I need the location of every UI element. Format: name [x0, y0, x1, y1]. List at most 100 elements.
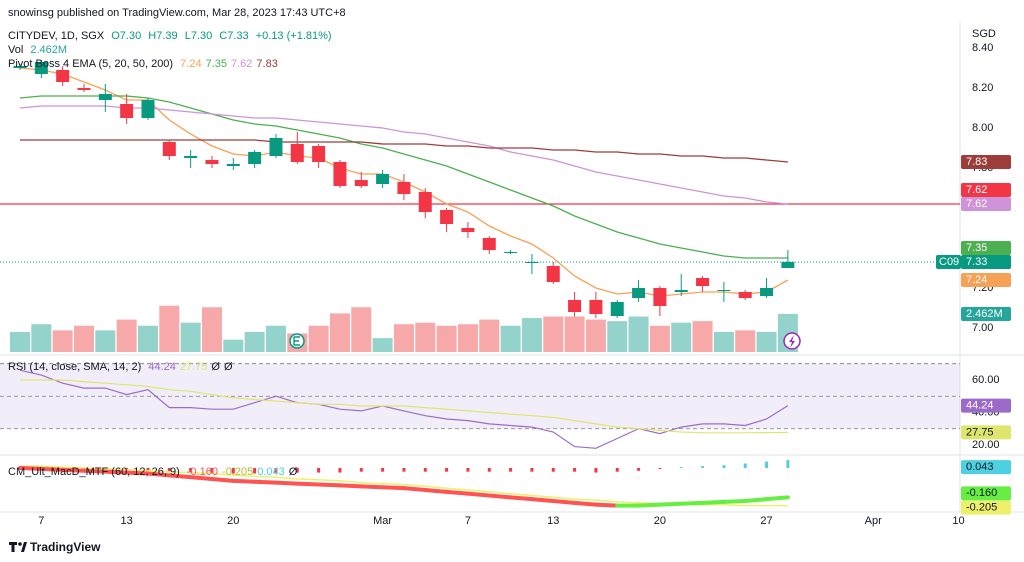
- x-tick-label: 20: [654, 515, 666, 527]
- macd-segment: [551, 499, 577, 505]
- macd-segment: [273, 480, 300, 486]
- open-value: O7.30: [111, 30, 142, 42]
- candle-body: [13, 66, 27, 68]
- ema-value: 7.35: [205, 58, 227, 70]
- volume-bar: [607, 321, 628, 352]
- ema-price-tag-bg: [961, 241, 1011, 255]
- x-tick-label: 7: [465, 515, 471, 527]
- signal-value: -0.205: [222, 466, 254, 478]
- countdown: C09: [939, 256, 959, 268]
- volume-bar: [10, 331, 30, 352]
- symbol-legend: CITYDEV, 1D, SGX O7.30 H7.39 L7.30 C7.33…: [8, 29, 336, 43]
- rsi-value: 44.24: [148, 361, 176, 373]
- histogram-bar: [615, 468, 619, 472]
- histogram-bar: [317, 468, 321, 473]
- rsi-flag: Ø: [211, 361, 220, 373]
- published-line: snowinsg published on TradingView.com, M…: [8, 6, 350, 20]
- histogram-bar: [786, 460, 790, 468]
- volume-bar: [308, 325, 329, 352]
- candle-body: [653, 288, 667, 306]
- histogram-bar: [551, 468, 555, 472]
- volume-bar: [116, 319, 137, 352]
- volume-bar: [415, 322, 436, 352]
- histogram-bar: [722, 465, 726, 468]
- volume-title: Vol: [8, 44, 24, 56]
- histogram-bar: [253, 468, 257, 474]
- y-tick-label: 20.00: [972, 439, 1000, 451]
- ema-legend: Pivot Boss 4 EMA (5, 20, 50, 200) 7.24 7.…: [8, 57, 282, 71]
- macd-segment: [124, 470, 150, 476]
- volume-bar: [201, 307, 222, 352]
- candle-body: [717, 290, 731, 291]
- histogram-bar: [594, 468, 598, 473]
- volume-bar: [585, 319, 606, 352]
- ema-price-tag: 7.35: [966, 242, 987, 254]
- volume-bar: [180, 322, 201, 352]
- histogram-bar: [701, 466, 705, 468]
- candle-body: [333, 162, 347, 186]
- candle-body: [738, 292, 752, 298]
- macd-segment: [465, 491, 492, 498]
- candle-body: [162, 142, 176, 156]
- macd-segment: [636, 502, 662, 508]
- event-icon: [783, 332, 801, 350]
- rsi-tag-bg: [961, 425, 1011, 440]
- volume-bar: [137, 325, 158, 352]
- volume-bar: [649, 325, 670, 352]
- last-price-tag-bg: [961, 255, 1011, 269]
- volume-bar: [95, 330, 116, 352]
- candle-body: [610, 302, 624, 316]
- high-value: H7.39: [148, 30, 178, 42]
- x-tick-label: 20: [227, 515, 239, 527]
- volume-bar: [351, 307, 372, 352]
- volume-bar: [521, 318, 542, 352]
- volume-value: 2.462M: [30, 44, 68, 56]
- candle-body: [760, 288, 774, 296]
- candle-body: [376, 174, 390, 184]
- histogram-bar: [743, 463, 747, 468]
- macd-segment: [444, 489, 470, 496]
- histogram-bar: [509, 468, 513, 472]
- macd-segment: [401, 486, 428, 492]
- candle-body: [696, 278, 710, 286]
- ema-line: [20, 139, 788, 163]
- y-tick-label: 8.00: [972, 122, 993, 134]
- candle-body: [482, 238, 496, 250]
- close-value: C7.33: [219, 30, 249, 42]
- histogram-bar: [146, 468, 150, 471]
- candle-body: [781, 262, 795, 268]
- published: snowinsg published on TradingView.com, M…: [8, 7, 346, 19]
- candle-body: [56, 70, 70, 82]
- line-price-tag: 7.62: [966, 184, 987, 196]
- candle-body: [504, 252, 518, 253]
- histogram-bar: [189, 468, 193, 473]
- y-tick-label: 7.00: [972, 322, 993, 334]
- histogram-bar: [338, 468, 342, 473]
- volume-bar: [52, 330, 73, 352]
- macd-legend: CM_Ult_MacD_MTF (60, 12, 26, 9) -0.160 -0…: [8, 465, 301, 479]
- macd-segment: [572, 500, 598, 507]
- volume-bar: [244, 331, 265, 352]
- candle-body: [354, 180, 368, 186]
- histogram-bar: [295, 468, 299, 473]
- macd-segment: [252, 479, 278, 485]
- last-price-tag: 7.33: [966, 256, 987, 268]
- ema-price-tag: 7.83: [966, 156, 987, 168]
- histogram-bar: [445, 468, 449, 472]
- macd-tag: -0.160: [966, 487, 997, 499]
- volume-bar: [31, 324, 52, 352]
- footer-brand: TradingView: [30, 540, 101, 554]
- volume-bar: [500, 325, 521, 352]
- countdown-bg: [936, 255, 961, 269]
- histogram-bar: [530, 468, 534, 472]
- x-tick-label: 13: [121, 515, 133, 527]
- histogram-bar: [679, 467, 683, 469]
- candle-body: [546, 266, 560, 282]
- ema-price-tag-bg: [961, 197, 1011, 211]
- candle-body: [568, 300, 582, 312]
- ema-value: 7.83: [256, 58, 278, 70]
- volume-bar: [564, 316, 585, 352]
- ema-price-tag-bg: [961, 155, 1011, 169]
- histogram-bar: [359, 468, 363, 472]
